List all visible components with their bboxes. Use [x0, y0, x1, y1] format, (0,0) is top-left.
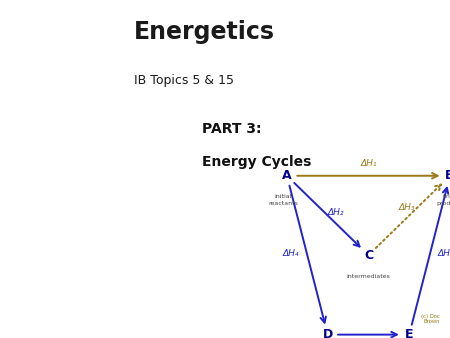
- Text: ΔH₄: ΔH₄: [283, 249, 299, 258]
- Text: Energetics: Energetics: [134, 20, 275, 44]
- Text: D: D: [323, 328, 333, 338]
- Text: final
products: final products: [436, 194, 450, 206]
- Text: (c) Doc
Brown: (c) Doc Brown: [421, 314, 440, 324]
- Text: C: C: [364, 249, 373, 262]
- Text: ΔH₁: ΔH₁: [360, 160, 377, 168]
- Circle shape: [50, 0, 138, 135]
- Text: ΔH₆: ΔH₆: [438, 249, 450, 258]
- Text: ΔH₃: ΔH₃: [398, 202, 415, 212]
- Text: ΔH₂: ΔH₂: [328, 208, 344, 217]
- Text: PART 3:: PART 3:: [202, 122, 261, 136]
- Text: IB Topics 5 & 15: IB Topics 5 & 15: [134, 74, 234, 87]
- Circle shape: [39, 71, 54, 118]
- Text: E: E: [405, 328, 414, 338]
- Text: Energy Cycles: Energy Cycles: [202, 155, 311, 169]
- Text: A: A: [282, 169, 292, 182]
- Text: initial
reactants: initial reactants: [269, 194, 298, 206]
- Circle shape: [33, 0, 154, 247]
- Text: intermediates: intermediates: [346, 274, 391, 279]
- Text: B: B: [445, 169, 450, 182]
